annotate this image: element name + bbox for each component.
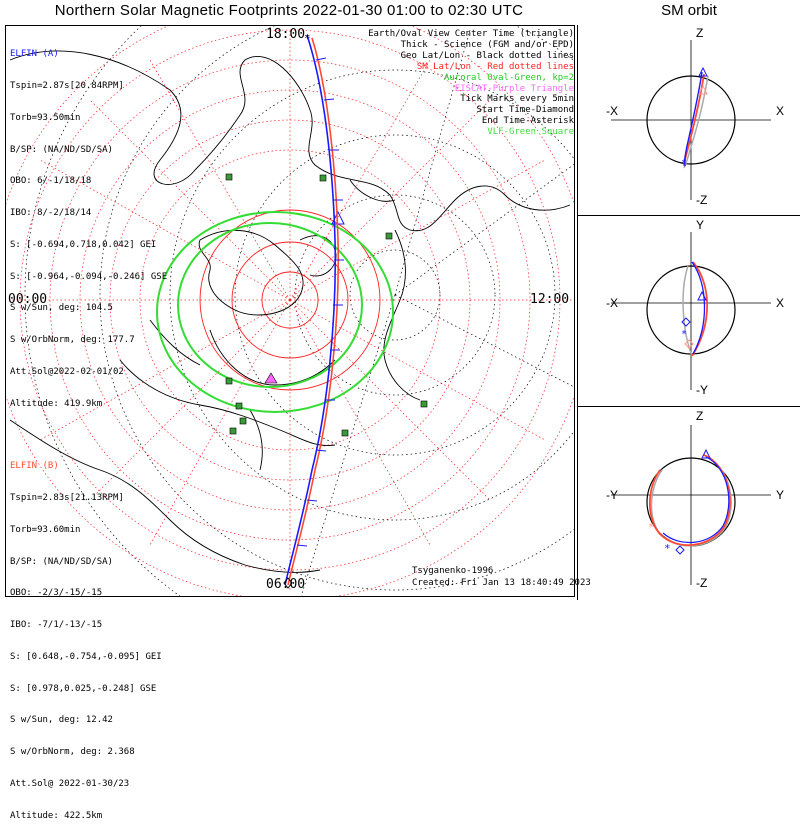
- legend-entry: Geo Lat/Lon - Black dotted lines: [400, 50, 574, 61]
- elfin-a-line: S: [-0.964,-0.094,-0.246] GSE: [10, 271, 168, 282]
- orbit-xy-top-label: Y: [696, 218, 705, 232]
- geo-latitude-rings: [24, 26, 574, 596]
- elfin-a-line: Att.Sol@2022-02-01/02: [10, 367, 124, 377]
- svg-text:*: *: [681, 158, 687, 169]
- elfin-b-line: B/SP: (NA/ND/SD/SA): [10, 556, 113, 567]
- footprint-map-frame: [5, 25, 575, 597]
- created-timestamp: Created: Fri Jan 13 18:40:49 2023: [412, 578, 591, 588]
- elfin-b-name: ELFIN (B): [10, 461, 59, 472]
- orbit-yz-left-label: -Y: [606, 488, 618, 502]
- orbit-panel-xy: *: [611, 232, 771, 390]
- elfin-a-line: OBO: 6/-1/18/18: [10, 176, 92, 187]
- orbit-title: SM orbit: [661, 2, 717, 19]
- legend-entry: Tick Marks every 5min: [460, 94, 574, 105]
- legend-entry: End Time-Asterisk: [481, 116, 574, 127]
- vlf-stations: [225, 173, 428, 437]
- legend-entry: EISCAT-Purple Triangle: [454, 83, 574, 94]
- legend-entry: Thick - Science (FGM and/or EPD): [400, 39, 574, 50]
- track-tick-marks: [296, 57, 344, 547]
- sm-inner-circles: [199, 209, 381, 391]
- elfin-b-line: S: [0.648,-0.754,-0.095] GEI: [10, 651, 162, 662]
- polar-footprint-map: *: [6, 26, 574, 596]
- legend-entry: Auroral Oval-Green, kp=2: [443, 72, 574, 83]
- mlt-label-bottom: 06:00: [266, 577, 306, 592]
- elfin-a-line: S w/OrbNorm, deg: 177.7: [10, 335, 135, 346]
- orbit-xy-bottom-label: -Y: [696, 383, 708, 397]
- elfin-b-line: S: [0.978,0.025,-0.248] GSE: [10, 683, 157, 694]
- orbit-xz-right-label: X: [776, 104, 785, 118]
- orbit-panel-separator: [577, 406, 800, 407]
- elfin-a-line: S: [-0.694,0.718,0.042] GEI: [10, 239, 157, 250]
- orbit-panel-xz: *: [611, 40, 771, 200]
- elfin-a-line: Tspin=2.87s[20.84RPM]: [10, 80, 124, 91]
- legend-entry: Start Time-Diamond: [476, 105, 574, 116]
- svg-text:*: *: [681, 329, 687, 340]
- end-asterisk: *: [304, 32, 311, 45]
- mlt-label-top: 18:00: [266, 27, 306, 42]
- orbit-yz-right-label: Y: [776, 488, 785, 502]
- svg-text:*: *: [664, 542, 671, 555]
- orbit-yz-bottom-label: -Z: [696, 576, 708, 590]
- legend-entry: VLF-Green Square: [487, 127, 574, 138]
- sm-latitude-rings: [6, 26, 574, 596]
- elfin-b-line: S w/OrbNorm, deg: 2.368: [10, 747, 135, 758]
- mlt-label-left: 00:00: [8, 292, 48, 307]
- orbit-xy-right-label: X: [776, 296, 785, 310]
- mlt-label-right: 12:00: [530, 292, 570, 307]
- orbit-xy-left-label: -X: [606, 296, 618, 310]
- elfin-a-track: [284, 34, 337, 586]
- auroral-oval: [156, 211, 394, 413]
- elfin-b-line: IBO: -7/1/-13/-15: [10, 620, 103, 631]
- orbit-xz-left-label: -X: [606, 104, 618, 118]
- elfin-a-line: B/SP: (NA/ND/SD/SA): [10, 144, 113, 155]
- elfin-a-info: ELFIN (A) Tspin=2.87s[20.84RPM] Torb=93.…: [10, 28, 167, 420]
- orbit-yz-top-label: Z: [696, 409, 704, 423]
- elfin-b-line: Torb=93.60min: [10, 524, 81, 535]
- eiscat-triangle: [264, 372, 278, 384]
- elfin-a-line: Altitude: 419.9km: [10, 398, 103, 409]
- elfin-b-line: OBO: -2/3/-15/-15: [10, 588, 103, 599]
- elfin-b-line: Att.Sol@ 2022-01-30/23: [10, 779, 130, 789]
- model-credit: Tsyganenko-1996: [412, 566, 494, 576]
- elfin-b-line: Altitude: 422.5km: [10, 810, 103, 821]
- orbit-xz-bottom-label: -Z: [696, 193, 708, 207]
- sm-orbit-panels: * * * *: [611, 40, 771, 585]
- start-diamond: [283, 577, 293, 589]
- orbit-panels-frame: [577, 25, 800, 600]
- elfin-a-line: Torb=93.50min: [10, 112, 81, 123]
- elfin-b-line: S w/Sun, deg: 12.42: [10, 715, 113, 726]
- elfin-a-line: S w/Sun, deg: 104.5: [10, 303, 113, 314]
- elfin-b-line: Tspin=2.83s[21.13RPM]: [10, 492, 124, 503]
- plot-title: Northern Solar Magnetic Footprints 2022-…: [54, 2, 524, 19]
- coastlines: [9, 50, 571, 573]
- legend-entry: Earth/Oval View Center Time (triangle): [368, 29, 574, 39]
- elfin-a-name: ELFIN (A): [10, 49, 59, 60]
- legend: Earth/Oval View Center Time (triangle) T…: [368, 29, 574, 138]
- legend-entry: SM Lat/Lon - Red dotted lines: [416, 61, 574, 72]
- elfin-b-track: [287, 37, 340, 586]
- orbit-xz-top-label: Z: [696, 26, 704, 40]
- orbit-panel-yz: * *: [611, 425, 771, 585]
- elfin-a-line: IBO: 8/-2/18/14: [10, 208, 92, 219]
- orbit-panel-separator: [577, 215, 800, 216]
- svg-text:*: *: [648, 522, 654, 533]
